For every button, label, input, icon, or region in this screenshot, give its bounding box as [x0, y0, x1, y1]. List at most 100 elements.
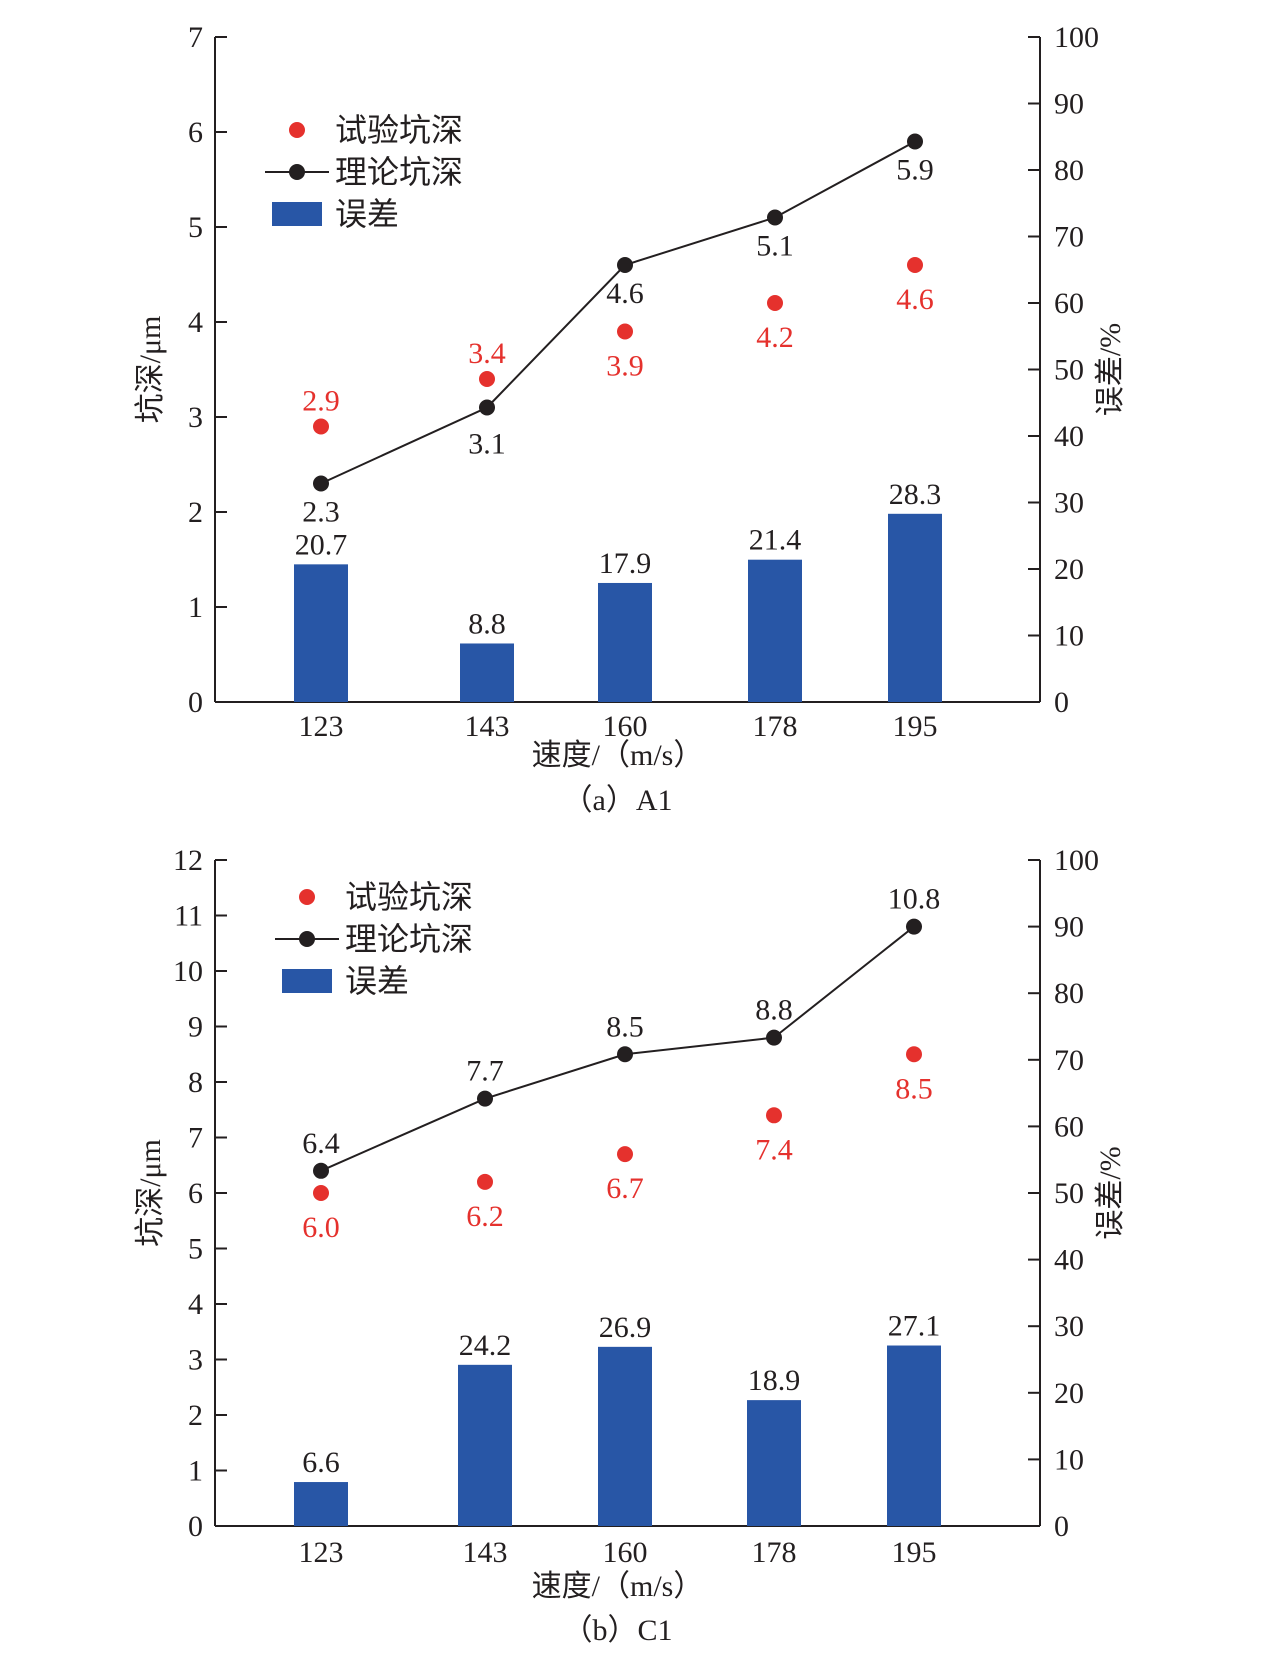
experimental-depth-label: 2.9 — [302, 385, 340, 418]
theoretical-depth-marker — [617, 257, 633, 273]
left-y-tick-label: 11 — [174, 900, 203, 933]
theoretical-depth-marker — [479, 399, 495, 416]
left-y-tick-label: 0 — [188, 686, 203, 719]
error-bar-label: 17.9 — [599, 547, 652, 580]
legend-experimental-label: 试验坑深 — [345, 879, 473, 915]
right-y-tick-label: 90 — [1054, 911, 1084, 944]
theoretical-depth-marker — [766, 1029, 782, 1046]
legend-error-label: 误差 — [345, 963, 409, 999]
right-y-tick-label: 30 — [1054, 487, 1084, 520]
right-y-tick-label: 70 — [1054, 1044, 1084, 1077]
experimental-depth-point — [617, 1146, 633, 1163]
x-tick-label: 178 — [753, 710, 798, 743]
theoretical-depth-marker — [477, 1090, 493, 1107]
left-y-tick-label: 10 — [173, 955, 203, 988]
right-y-axis-title: 误差/% — [1094, 1146, 1127, 1239]
error-bar-label: 28.3 — [889, 478, 942, 511]
theoretical-depth-label: 6.4 — [302, 1127, 340, 1160]
left-y-tick-label: 5 — [188, 1233, 203, 1266]
left-y-axis-title: 坑深/μm — [134, 316, 167, 424]
theoretical-depth-label: 5.9 — [896, 154, 934, 187]
theoretical-depth-marker — [907, 133, 923, 150]
experimental-depth-label: 6.0 — [302, 1211, 340, 1244]
theoretical-depth-label: 3.1 — [468, 428, 506, 461]
left-y-tick-label: 2 — [188, 496, 203, 529]
theoretical-depth-label: 7.7 — [466, 1055, 504, 1088]
left-y-tick-label: 9 — [188, 1011, 203, 1044]
theoretical-depth-marker — [617, 1046, 633, 1063]
x-tick-label: 195 — [892, 1536, 937, 1569]
x-tick-label: 195 — [893, 710, 938, 743]
left-y-tick-label: 5 — [188, 211, 203, 244]
right-y-tick-label: 30 — [1054, 1310, 1084, 1343]
right-y-tick-label: 0 — [1054, 686, 1069, 719]
left-y-tick-label: 4 — [188, 1288, 203, 1321]
error-bar — [294, 564, 348, 702]
error-bar-label: 8.8 — [468, 607, 506, 640]
experimental-depth-label: 7.4 — [755, 1133, 793, 1166]
experimental-depth-label: 4.2 — [756, 321, 794, 354]
x-tick-label: 143 — [463, 1536, 508, 1569]
legend-experimental-label: 试验坑深 — [335, 112, 463, 148]
panel-caption: （a）A1 — [563, 784, 673, 817]
theoretical-depth-line — [320, 140, 916, 485]
theoretical-depth-label: 10.8 — [888, 883, 941, 916]
error-bar — [598, 1346, 652, 1526]
experimental-depth-point — [766, 1107, 782, 1124]
x-axis-title: 速度/（m/s） — [532, 1570, 704, 1603]
error-bar-label: 21.4 — [749, 524, 802, 557]
x-tick-label: 123 — [299, 1536, 344, 1569]
error-bar — [888, 513, 942, 702]
theoretical-depth-line — [320, 925, 915, 1172]
error-bar — [748, 559, 802, 702]
theoretical-depth-marker — [313, 475, 329, 492]
right-y-tick-label: 90 — [1054, 88, 1084, 121]
experimental-depth-point — [477, 1173, 493, 1190]
right-y-tick-label: 60 — [1054, 287, 1084, 320]
error-bar-label: 27.1 — [888, 1310, 941, 1343]
left-y-tick-label: 0 — [188, 1510, 203, 1543]
experimental-depth-label: 8.5 — [895, 1072, 933, 1105]
x-axis-title: 速度/（m/s） — [532, 739, 704, 772]
experimental-depth-point — [313, 418, 329, 435]
left-y-tick-label: 3 — [188, 1344, 203, 1377]
legend-experimental-marker — [289, 122, 305, 138]
experimental-depth-point — [617, 323, 633, 340]
right-y-tick-label: 40 — [1054, 1244, 1084, 1277]
right-y-tick-label: 50 — [1054, 1177, 1084, 1210]
left-y-axis-title: 坑深/μm — [134, 1139, 167, 1247]
right-y-tick-label: 60 — [1054, 1110, 1084, 1143]
x-tick-label: 123 — [299, 710, 344, 743]
legend-error-label: 误差 — [335, 196, 399, 232]
legend-error-swatch — [272, 202, 322, 226]
theoretical-depth-label: 8.8 — [755, 994, 793, 1027]
experimental-depth-point — [906, 1046, 922, 1063]
left-y-tick-label: 6 — [188, 116, 203, 149]
left-y-tick-label: 7 — [188, 21, 203, 54]
error-bar — [887, 1345, 941, 1526]
left-y-tick-label: 1 — [188, 591, 203, 624]
experimental-depth-label: 3.9 — [606, 350, 644, 383]
legend-theoretical-marker — [289, 164, 305, 180]
theoretical-depth-label: 8.5 — [606, 1010, 644, 1043]
chart-panel-c1: 0123456789101112010203040506070809010012… — [134, 844, 1127, 1647]
experimental-depth-label: 4.6 — [896, 283, 934, 316]
x-tick-label: 143 — [465, 710, 510, 743]
error-bar — [294, 1482, 348, 1526]
experimental-depth-point — [907, 257, 923, 273]
right-y-tick-label: 100 — [1054, 844, 1099, 877]
left-y-tick-label: 4 — [188, 306, 203, 339]
experimental-depth-point — [767, 295, 783, 311]
error-bar — [747, 1400, 801, 1526]
x-tick-label: 160 — [603, 1536, 648, 1569]
left-y-tick-label: 6 — [188, 1177, 203, 1210]
error-bar — [458, 1364, 512, 1526]
panel-caption: （b）C1 — [562, 1614, 672, 1647]
theoretical-depth-label: 2.3 — [302, 496, 340, 529]
experimental-depth-label: 6.7 — [606, 1172, 644, 1205]
legend-theoretical-marker — [299, 931, 315, 947]
theoretical-depth-marker — [767, 209, 783, 226]
